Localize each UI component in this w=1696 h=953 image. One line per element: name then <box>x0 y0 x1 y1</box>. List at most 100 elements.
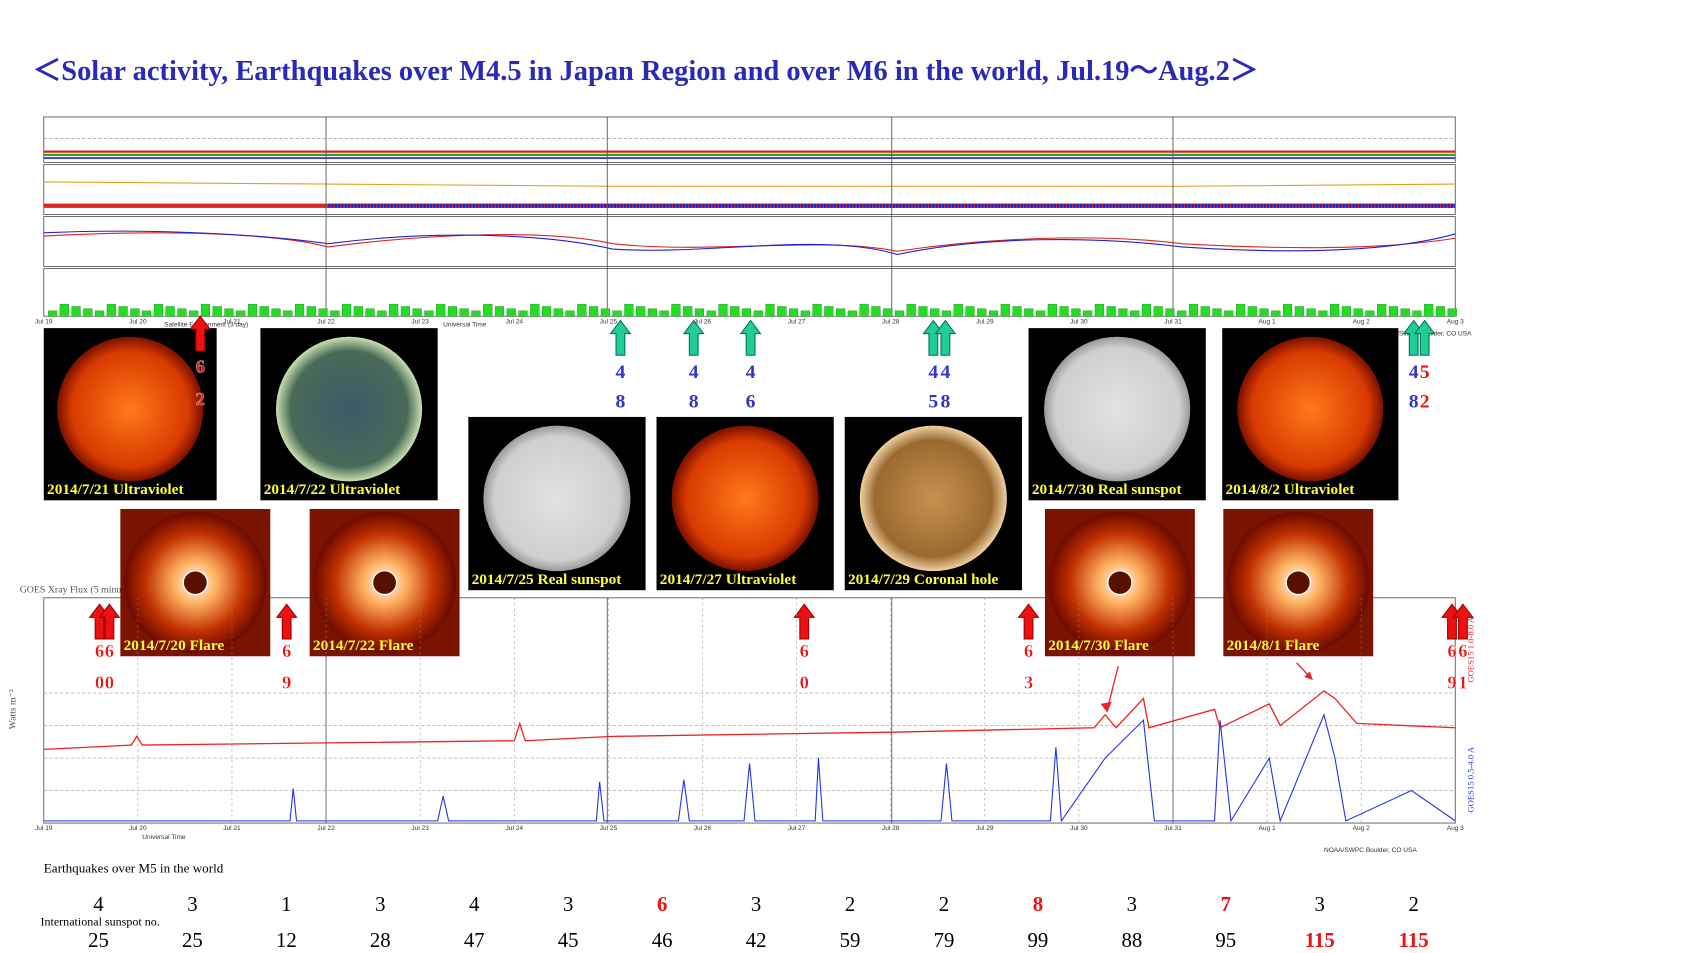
kp-bar <box>741 308 752 317</box>
kp-bar <box>1059 306 1069 317</box>
magnitude-digit: 9 <box>1447 674 1456 694</box>
electron-panel <box>43 164 1456 215</box>
solar-image: 2014/8/1 Flare <box>1223 508 1374 657</box>
kp-bar <box>1388 306 1398 317</box>
axis-legend: GOES15 0.5-4.0 A <box>1466 746 1476 813</box>
kp-bar <box>577 304 587 317</box>
kp-bar <box>1036 310 1046 317</box>
sun-disk <box>1237 336 1384 482</box>
sunspot-number: 45 <box>558 930 579 952</box>
kp-bar <box>1165 308 1175 317</box>
x-tick-label: Jul 31 <box>1164 318 1182 325</box>
kp-bar <box>647 308 657 317</box>
kp-bar <box>165 306 175 317</box>
magnitude-digit: 2 <box>1420 391 1430 412</box>
magnitude-digit: 5 <box>1420 362 1430 383</box>
x-tick-label: Jul 27 <box>788 825 806 832</box>
magnitude-digit: 4 <box>615 362 625 383</box>
kp-bar <box>894 310 904 317</box>
quake-arrow <box>922 319 945 356</box>
kp-bar <box>812 304 822 317</box>
quake-count: 8 <box>1033 894 1043 916</box>
kp-bar <box>294 304 305 317</box>
sunspot-number: 88 <box>1121 930 1142 952</box>
quake-count: 3 <box>1315 894 1325 916</box>
kp-bar <box>377 310 387 317</box>
kp-bar <box>306 306 316 317</box>
kp-bar <box>1365 310 1375 317</box>
quake-count: 3 <box>375 894 385 916</box>
electron-trace <box>43 181 1456 187</box>
sun-disk <box>1044 336 1191 482</box>
kp-bar <box>459 308 469 317</box>
sunspot-number: 28 <box>370 930 391 952</box>
sunspot-number: 59 <box>840 930 861 952</box>
kp-bar <box>1224 310 1234 317</box>
kp-bar <box>589 306 599 317</box>
sunspot-number: 25 <box>88 930 109 952</box>
kp-bar <box>1318 310 1328 317</box>
sun-disk <box>859 425 1007 572</box>
hp-panel <box>43 216 1456 267</box>
magnitude-digit: 0 <box>800 674 809 694</box>
occulter <box>182 570 209 596</box>
kp-bar <box>930 308 940 317</box>
solar-image: 2014/7/29 Coronal hole <box>844 416 1022 591</box>
xray-short-trace <box>43 713 1456 823</box>
solar-image: 2014/7/22 Flare <box>309 508 460 657</box>
kp-bar <box>483 304 493 317</box>
quake-arrow <box>1413 319 1436 356</box>
image-caption: 2014/7/21 Ultraviolet <box>47 481 184 498</box>
kp-bar <box>1024 308 1034 317</box>
x-tick-label: Jul 24 <box>506 318 524 325</box>
quake-arrow <box>934 319 957 356</box>
quake-count: 6 <box>657 894 667 916</box>
y-axis-label: Watts m⁻² <box>7 689 18 729</box>
kp-bar <box>1012 306 1022 317</box>
kp-bar <box>177 308 187 317</box>
kp-bar <box>471 310 481 317</box>
kp-bar <box>859 304 869 317</box>
kp-bar <box>906 304 916 317</box>
kp-bar <box>1212 308 1222 317</box>
kp-bar <box>1353 308 1363 317</box>
magnitude-digit: 4 <box>1409 362 1419 383</box>
image-caption: 2014/7/30 Flare <box>1048 637 1149 654</box>
occulter <box>1285 570 1311 596</box>
magnitude-digit: 4 <box>928 362 938 383</box>
kp-bar <box>59 304 69 317</box>
kp-bar <box>447 306 457 317</box>
kp-bar <box>836 308 846 317</box>
quake-count: 3 <box>187 894 197 916</box>
kp-bar <box>259 306 269 317</box>
solar-image: 2014/7/27 Ultraviolet <box>656 416 834 591</box>
kp-bar <box>271 308 281 317</box>
kp-bar <box>200 304 210 317</box>
x-tick-label: Aug 2 <box>1353 318 1370 325</box>
kp-bar <box>706 310 716 317</box>
kp-bar <box>130 308 140 317</box>
kp-bar <box>95 310 105 317</box>
lower-header: GOES Xray Flux (5 minute data) <box>20 584 151 595</box>
kp-bar <box>1083 310 1093 317</box>
magnitude-digit: 6 <box>95 642 104 662</box>
kp-bar <box>789 308 799 317</box>
kp-bar <box>365 308 375 317</box>
sunspot-number: 79 <box>934 930 955 952</box>
x-axis-label: Universal Time <box>443 322 487 329</box>
kp-bar <box>1435 306 1446 317</box>
kp-bar <box>753 310 763 317</box>
kp-bar <box>1271 310 1281 317</box>
quake-count: 3 <box>563 894 573 916</box>
quake-count: 2 <box>939 894 949 916</box>
kp-bar <box>142 310 152 317</box>
quake-arrow <box>98 603 121 640</box>
kp-bar <box>553 308 563 317</box>
kp-bar <box>612 310 622 317</box>
kp-bar <box>389 304 399 317</box>
image-caption: 2014/7/30 Real sunspot <box>1032 481 1182 498</box>
kp-bar <box>671 304 681 317</box>
x-tick-label: Jul 27 <box>788 318 806 325</box>
kp-bar <box>1118 308 1128 317</box>
pointer-line <box>1106 665 1119 710</box>
